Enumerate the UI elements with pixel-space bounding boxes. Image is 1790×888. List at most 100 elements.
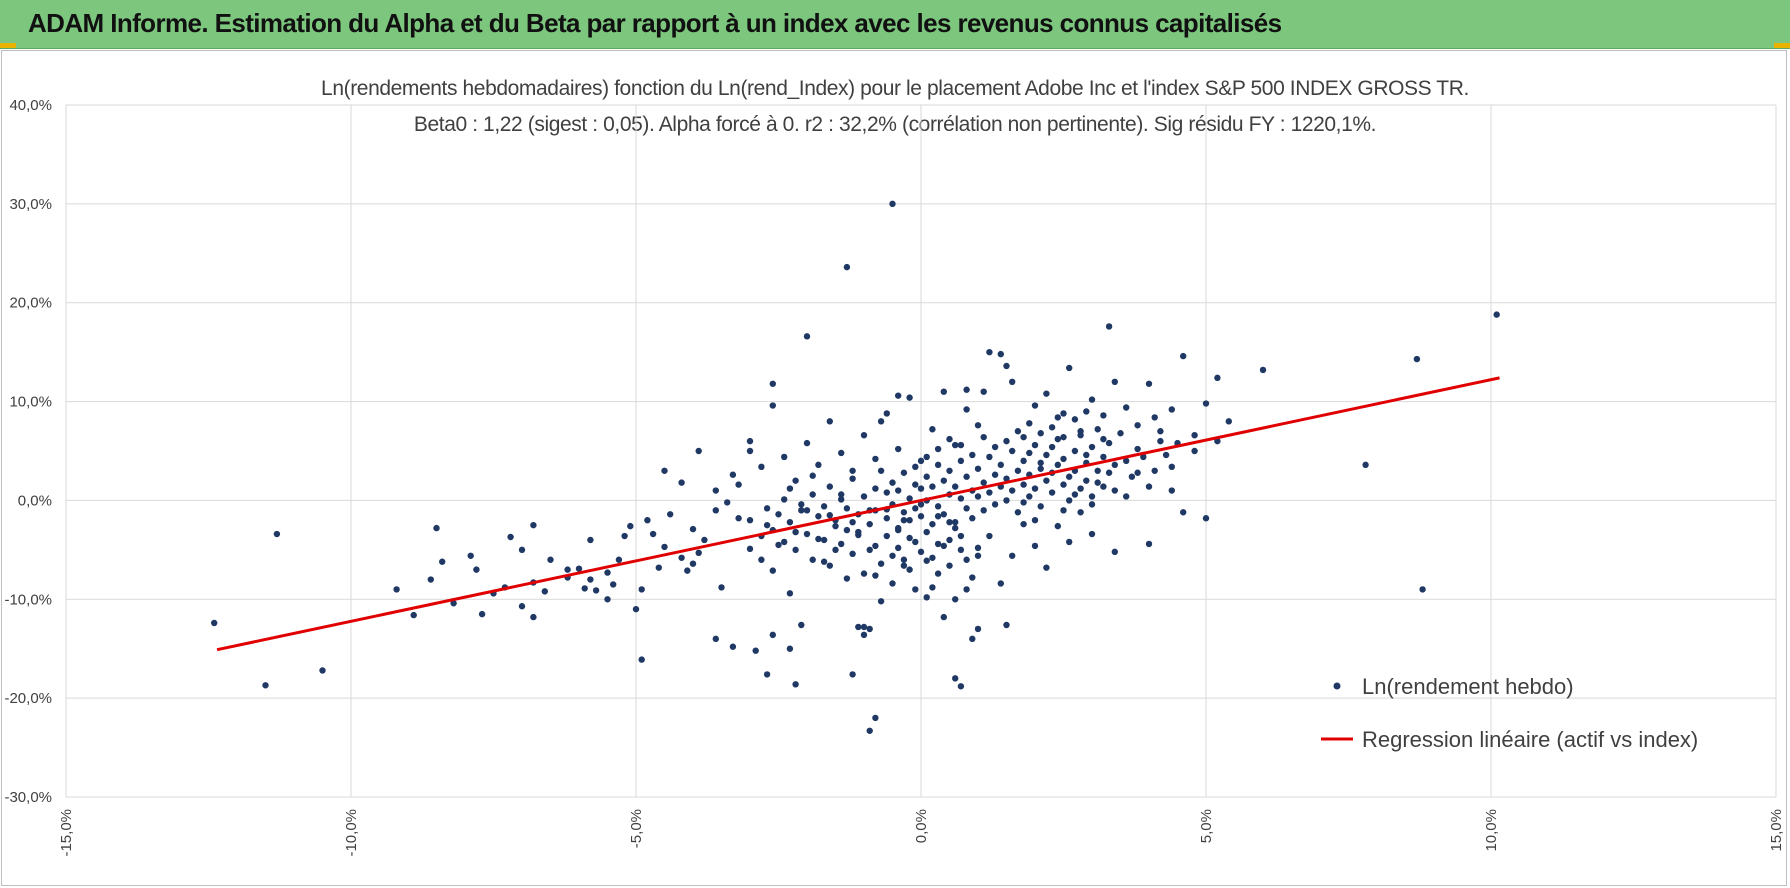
data-point bbox=[1020, 481, 1027, 488]
data-point bbox=[786, 590, 794, 597]
data-point bbox=[393, 586, 400, 593]
data-point bbox=[923, 528, 930, 536]
y-tick-label: -20,0% bbox=[4, 690, 52, 707]
data-point bbox=[1105, 323, 1113, 330]
data-point bbox=[849, 467, 856, 474]
data-point bbox=[809, 556, 816, 563]
data-point bbox=[621, 532, 628, 540]
data-point bbox=[678, 554, 685, 561]
data-point bbox=[1180, 352, 1187, 360]
data-point bbox=[877, 418, 885, 425]
data-point bbox=[963, 386, 970, 393]
data-point bbox=[1020, 457, 1027, 465]
data-point bbox=[1168, 406, 1176, 413]
data-point bbox=[1157, 428, 1164, 435]
data-point bbox=[815, 535, 822, 543]
data-point bbox=[1362, 461, 1369, 469]
data-point bbox=[1083, 408, 1090, 415]
data-point bbox=[786, 518, 794, 526]
data-point bbox=[1105, 469, 1113, 476]
data-point bbox=[1191, 447, 1198, 455]
data-point bbox=[974, 544, 982, 552]
data-point bbox=[1043, 477, 1050, 484]
data-point bbox=[575, 565, 583, 572]
data-point bbox=[763, 521, 771, 529]
data-point bbox=[1083, 451, 1090, 459]
data-point bbox=[1043, 564, 1050, 571]
data-point bbox=[860, 631, 868, 639]
data-point bbox=[991, 443, 999, 451]
data-point bbox=[678, 479, 685, 486]
data-point bbox=[1105, 439, 1113, 447]
data-point bbox=[957, 683, 965, 690]
data-point bbox=[877, 560, 885, 567]
data-point bbox=[900, 562, 908, 569]
data-point bbox=[889, 552, 896, 559]
data-point bbox=[980, 507, 987, 514]
data-point bbox=[433, 524, 440, 532]
data-point bbox=[1077, 428, 1084, 435]
data-point bbox=[763, 671, 771, 678]
data-point bbox=[803, 530, 811, 538]
data-point bbox=[991, 501, 999, 508]
corner-marker-left bbox=[0, 43, 16, 48]
data-point bbox=[1202, 515, 1210, 522]
data-point bbox=[746, 517, 754, 524]
data-point bbox=[997, 350, 1004, 358]
data-point bbox=[781, 453, 788, 461]
data-point bbox=[1066, 473, 1073, 480]
data-point bbox=[1043, 451, 1050, 459]
data-point bbox=[923, 557, 930, 564]
data-point bbox=[1003, 621, 1010, 629]
data-point bbox=[963, 406, 970, 413]
data-point bbox=[877, 598, 885, 605]
data-point bbox=[957, 546, 965, 554]
data-point bbox=[991, 471, 999, 478]
data-point bbox=[917, 485, 925, 492]
data-point bbox=[581, 585, 588, 592]
data-point bbox=[1014, 428, 1022, 435]
data-point bbox=[410, 611, 417, 619]
data-point bbox=[769, 567, 776, 574]
data-point bbox=[895, 445, 902, 453]
data-point bbox=[735, 515, 742, 522]
data-point bbox=[872, 455, 879, 463]
data-point bbox=[1191, 431, 1198, 439]
data-point bbox=[564, 566, 571, 573]
data-point bbox=[820, 536, 828, 544]
x-tick-label: 15,0% bbox=[1768, 809, 1785, 852]
data-point bbox=[1009, 378, 1016, 385]
data-point bbox=[775, 511, 782, 518]
data-point bbox=[1259, 366, 1267, 374]
data-point bbox=[712, 635, 719, 643]
data-point bbox=[969, 574, 976, 581]
data-point bbox=[478, 610, 486, 618]
data-point bbox=[661, 467, 668, 474]
data-point bbox=[627, 522, 634, 530]
data-point bbox=[1123, 493, 1130, 500]
data-point bbox=[969, 635, 976, 643]
data-point bbox=[832, 522, 839, 530]
data-point bbox=[883, 532, 890, 540]
data-point bbox=[889, 580, 896, 587]
data-point bbox=[872, 542, 879, 550]
data-point bbox=[684, 567, 691, 574]
data-point bbox=[929, 483, 936, 490]
legend: Ln(rendement hebdo) Regression linéaire (… bbox=[1321, 674, 1698, 752]
data-point bbox=[473, 566, 480, 573]
data-point bbox=[758, 556, 765, 563]
data-point bbox=[838, 496, 845, 503]
data-point bbox=[644, 517, 651, 524]
data-point bbox=[273, 530, 281, 538]
data-point bbox=[1031, 542, 1039, 550]
data-point bbox=[803, 439, 811, 447]
data-point bbox=[929, 426, 936, 433]
data-point bbox=[1145, 483, 1153, 490]
data-point bbox=[547, 556, 554, 563]
data-point bbox=[923, 473, 930, 480]
data-point bbox=[843, 505, 851, 512]
data-point bbox=[895, 524, 902, 532]
data-point bbox=[1048, 424, 1056, 431]
data-point bbox=[952, 483, 959, 490]
data-point bbox=[1134, 469, 1141, 476]
